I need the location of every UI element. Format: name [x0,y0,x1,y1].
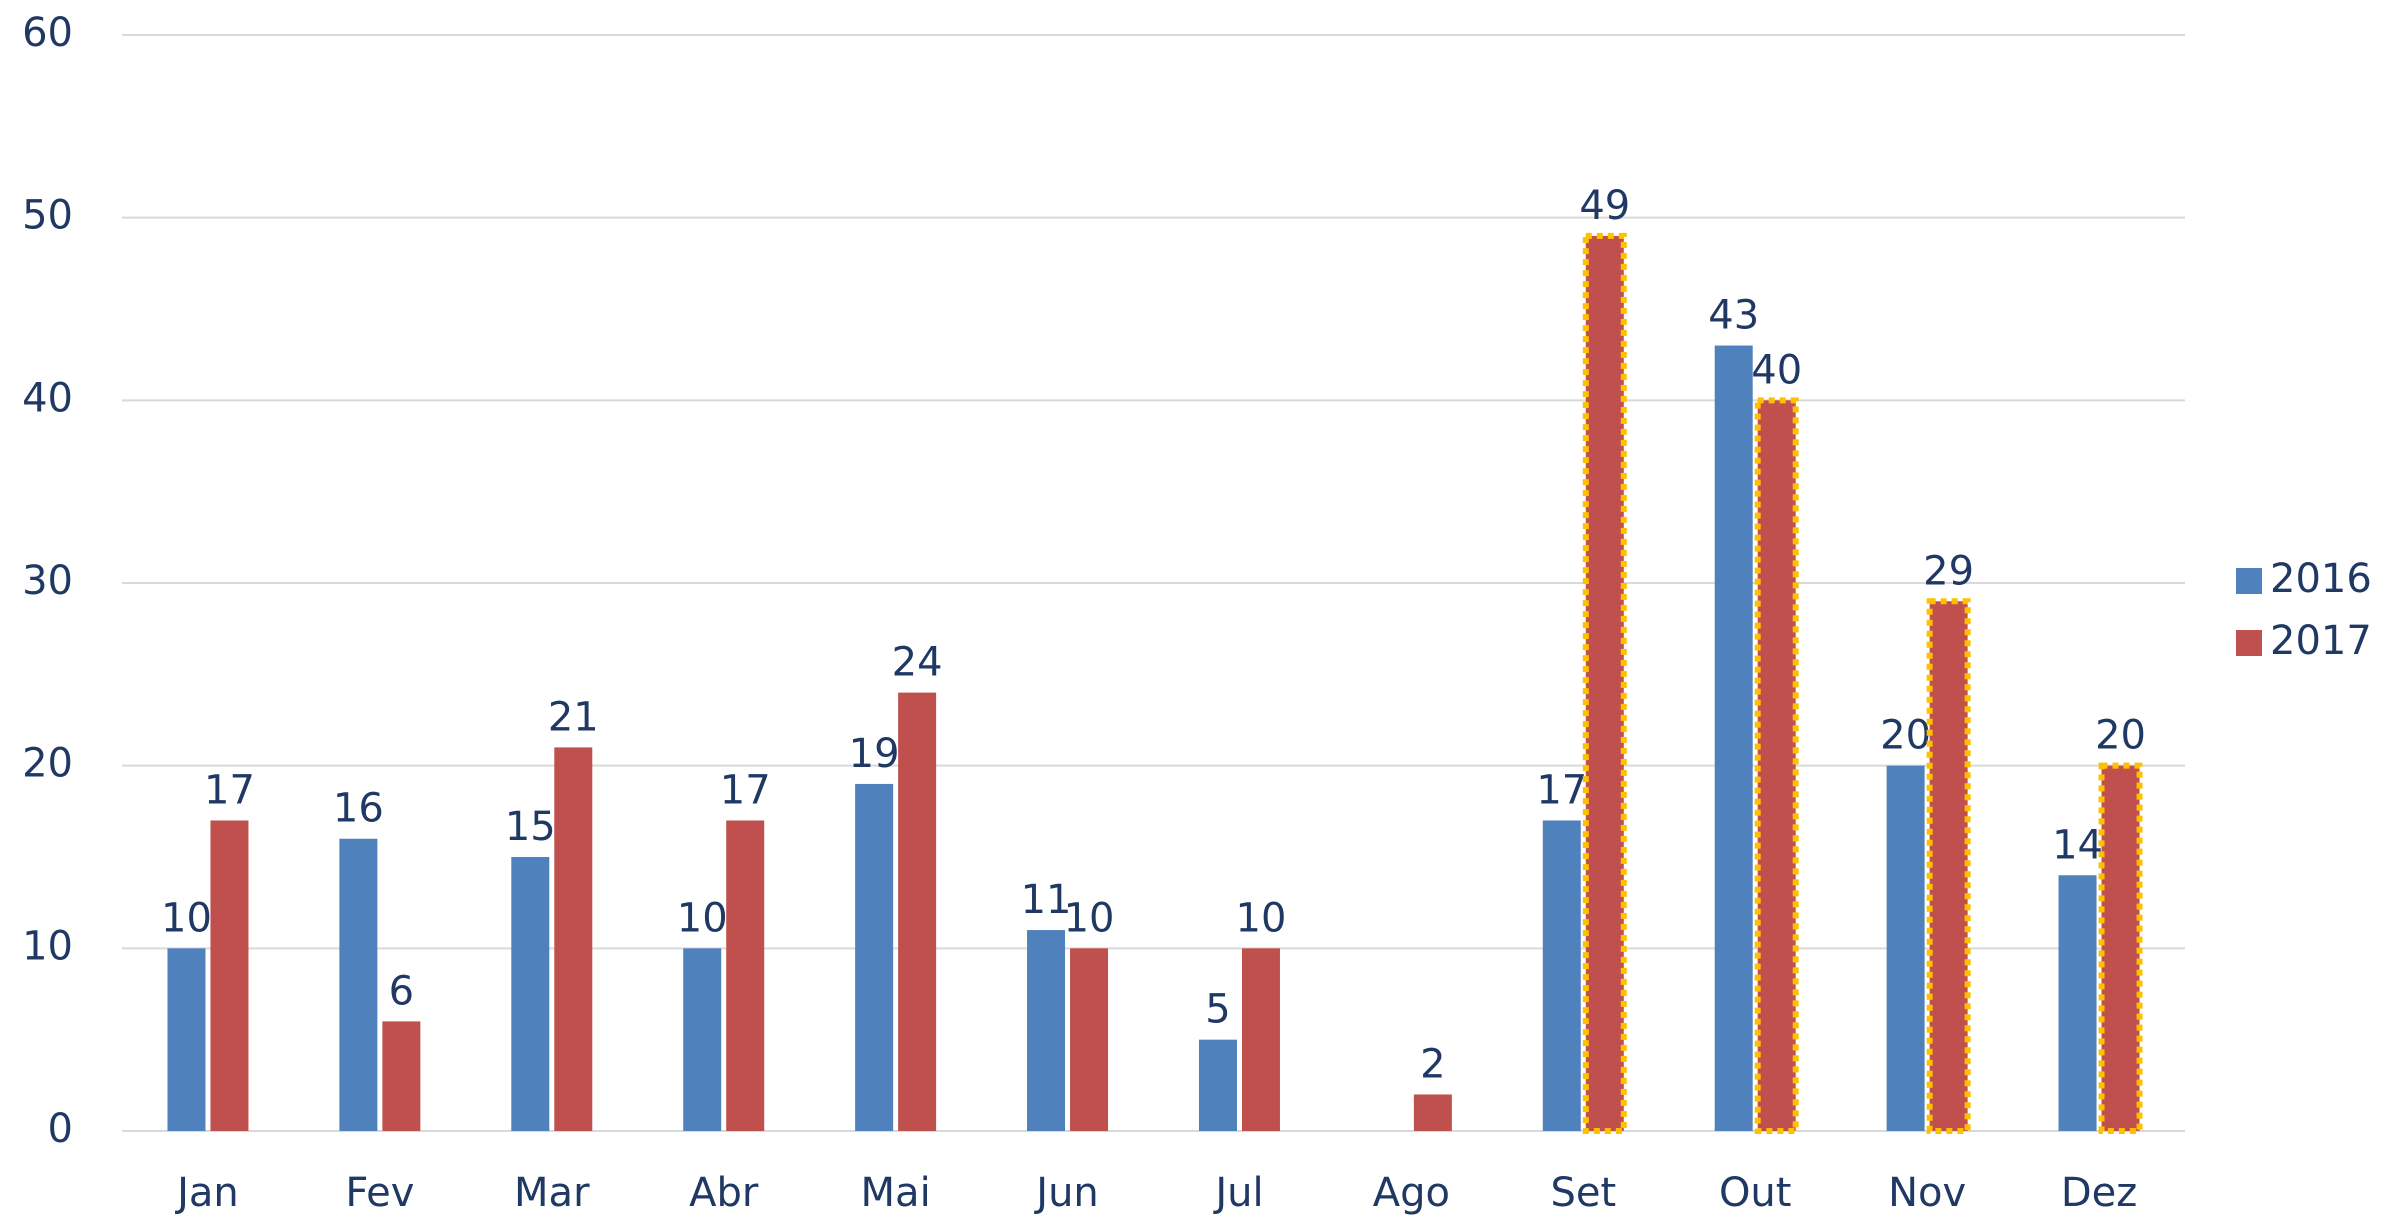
bar [167,948,205,1131]
data-label: 19 [849,731,900,777]
bar [210,820,248,1131]
data-label: 20 [2095,713,2146,759]
data-label: 17 [1536,767,1587,813]
y-tick-label: 60 [22,10,73,56]
data-label: 20 [1880,713,1931,759]
data-label: 43 [1708,293,1759,339]
x-tick-label: Ago [1373,1170,1450,1216]
y-tick-label: 0 [48,1106,73,1152]
legend-swatch [2236,630,2262,656]
bar [1586,236,1624,1131]
bar [855,784,893,1131]
bar [2102,766,2140,1131]
data-label: 2 [1420,1041,1445,1087]
y-tick-label: 40 [22,375,73,421]
legend-label: 2016 [2270,556,2372,602]
bar [1027,930,1065,1131]
y-tick-label: 10 [22,923,73,969]
bar [1414,1094,1452,1131]
data-label: 10 [1236,895,1287,941]
x-tick-label: Mai [861,1170,931,1216]
data-label: 16 [333,786,384,832]
bar [1199,1040,1237,1131]
data-label: 10 [677,895,728,941]
x-tick-label: Jul [1212,1170,1263,1216]
bar [1543,820,1581,1131]
data-label: 21 [548,694,599,740]
bar [726,820,764,1131]
x-tick-label: Jan [174,1170,239,1216]
data-label: 10 [161,895,212,941]
y-tick-label: 30 [22,558,73,604]
chart: 0 10 20 30 40 50 60 Jan 10 17 Fev 16 6 Mar 15 21 Abr 10 17… [0,0,2399,1217]
bar [382,1021,420,1131]
bar [554,747,592,1131]
x-tick-label: Jun [1033,1170,1099,1216]
bar [1758,400,1796,1131]
x-tick-label: Dez [2061,1170,2137,1216]
y-tick-label: 20 [22,741,73,787]
data-label: 40 [1751,347,1802,393]
x-tick-label: Nov [1888,1170,1966,1216]
data-label: 24 [892,640,943,686]
data-label: 5 [1205,987,1230,1033]
legend-swatch [2236,568,2262,594]
x-tick-label: Out [1719,1170,1792,1216]
data-label: 15 [505,804,556,850]
bar [1070,948,1108,1131]
bar [2059,875,2097,1131]
bar [339,839,377,1131]
data-label: 17 [720,767,771,813]
data-label: 6 [389,968,414,1014]
bar [1715,346,1753,1131]
data-label: 17 [204,767,255,813]
y-tick-label: 50 [22,193,73,239]
x-tick-label: Mar [514,1170,590,1216]
data-label: 14 [2052,822,2103,868]
data-label: 10 [1064,895,1115,941]
bar [683,948,721,1131]
x-tick-label: Fev [345,1170,414,1216]
bar [1242,948,1280,1131]
bar [1887,766,1925,1131]
bar [511,857,549,1131]
x-tick-label: Abr [689,1170,759,1216]
x-tick-label: Set [1550,1170,1616,1216]
bar [1930,601,1968,1131]
legend-label: 2017 [2270,618,2372,664]
data-label: 49 [1579,183,1630,229]
data-label: 29 [1923,548,1974,594]
bar [898,693,936,1131]
